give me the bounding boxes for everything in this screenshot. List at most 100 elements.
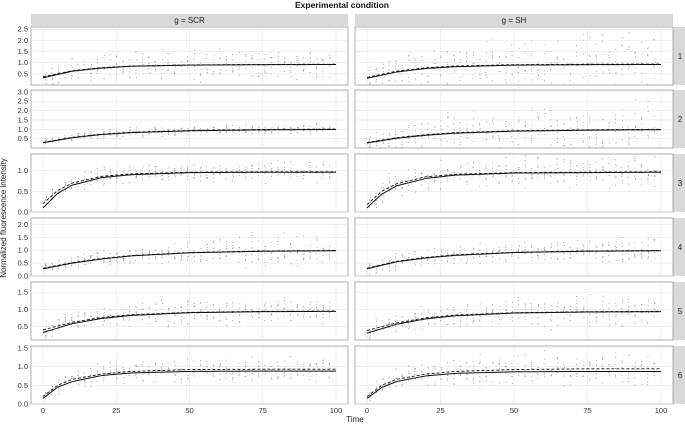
data-point (544, 167, 546, 169)
data-point (427, 367, 429, 369)
data-point (653, 65, 655, 67)
data-point (395, 60, 397, 62)
data-point (232, 169, 234, 171)
data-point (576, 247, 578, 249)
data-point (290, 167, 292, 169)
data-point (284, 128, 286, 130)
data-point (595, 245, 597, 247)
data-point (447, 116, 449, 118)
data-point (289, 243, 292, 245)
data-point (90, 262, 92, 264)
data-point (270, 366, 272, 368)
data-point (479, 175, 481, 177)
data-point (524, 249, 526, 251)
data-point (83, 324, 85, 327)
data-point (251, 314, 253, 316)
facet-strip-0 (31, 14, 348, 26)
data-point (245, 169, 247, 171)
data-point (453, 377, 455, 379)
data-point (401, 376, 403, 378)
data-point (583, 246, 585, 248)
data-point (128, 77, 131, 79)
data-point (103, 320, 105, 322)
data-point (395, 178, 397, 180)
data-point (563, 364, 565, 366)
data-point (589, 363, 591, 365)
data-point (415, 313, 417, 315)
data-point (408, 54, 410, 56)
y-tick-label: 2.0 (18, 220, 28, 229)
data-point (524, 241, 526, 243)
data-point (376, 68, 378, 70)
data-point (328, 245, 331, 248)
data-point (485, 254, 487, 256)
data-point (427, 135, 429, 137)
data-point (154, 318, 157, 320)
data-point (472, 133, 474, 135)
data-point (225, 318, 227, 320)
data-point (96, 310, 98, 312)
data-point (310, 61, 312, 63)
data-point (556, 141, 559, 143)
data-point (485, 310, 487, 312)
data-point (129, 262, 131, 264)
data-point (627, 298, 629, 300)
data-point (576, 239, 578, 242)
data-point (596, 147, 598, 149)
data-point (505, 381, 507, 384)
data-point (283, 62, 285, 64)
data-point (193, 255, 195, 257)
data-point (329, 307, 331, 309)
data-point (621, 313, 624, 315)
data-point (511, 249, 513, 251)
data-point (116, 67, 118, 70)
row-strip-1 (673, 27, 685, 85)
data-point (388, 60, 390, 62)
data-point (654, 133, 656, 135)
data-point (180, 319, 182, 321)
data-point (213, 62, 215, 64)
data-point (142, 319, 144, 321)
data-point (71, 187, 73, 189)
data-point (647, 258, 649, 260)
data-point (193, 69, 195, 71)
data-point (135, 312, 137, 314)
data-point (277, 378, 279, 380)
data-point (440, 125, 442, 127)
data-point (524, 373, 526, 375)
data-point (277, 261, 279, 263)
data-point (641, 164, 643, 166)
data-point (382, 269, 384, 271)
data-point (122, 71, 124, 73)
data-point (628, 168, 630, 170)
data-point (595, 136, 598, 139)
data-point (621, 45, 624, 47)
data-point (460, 135, 462, 137)
data-point (641, 123, 643, 125)
data-point (322, 247, 324, 249)
data-point (238, 127, 241, 129)
data-point (498, 71, 500, 73)
data-point (505, 175, 507, 177)
data-point (608, 125, 610, 127)
data-point (460, 59, 462, 61)
data-point (84, 133, 86, 135)
data-point (219, 364, 221, 366)
data-point (316, 306, 318, 308)
series-line-solid (42, 250, 337, 270)
data-point (647, 356, 649, 358)
data-point (122, 308, 124, 310)
data-point (180, 65, 182, 67)
data-point (557, 40, 559, 42)
data-point (251, 380, 253, 382)
data-point (290, 61, 292, 63)
data-point (258, 361, 260, 363)
data-point (408, 80, 410, 82)
data-point (550, 68, 552, 70)
data-point (570, 369, 572, 371)
data-point (575, 52, 577, 54)
data-point (563, 375, 565, 377)
data-point (440, 170, 442, 172)
data-point (582, 167, 584, 169)
data-point (141, 249, 144, 251)
